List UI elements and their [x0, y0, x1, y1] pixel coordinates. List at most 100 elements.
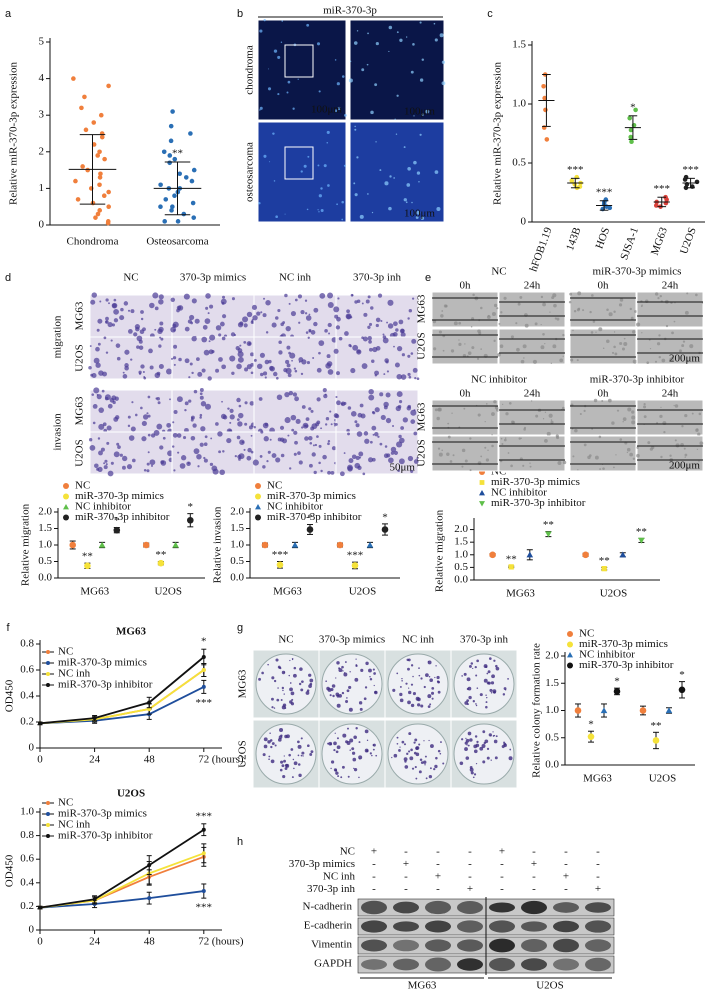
image-speck	[336, 82, 340, 86]
cell-label: MG63	[408, 980, 437, 992]
colony	[396, 672, 399, 675]
image-speck	[147, 451, 150, 454]
image-speck	[395, 328, 399, 332]
row-label: MG63	[237, 669, 249, 698]
image-speck	[239, 439, 245, 445]
image-speck	[297, 78, 299, 80]
image-speck	[142, 414, 149, 420]
image	[171, 294, 255, 338]
marker	[638, 537, 645, 544]
data-point	[628, 127, 634, 133]
image-speck	[493, 339, 496, 342]
colony	[336, 661, 340, 665]
image-speck	[493, 400, 497, 404]
x-tick-label: MG63	[583, 773, 612, 785]
colony	[355, 727, 358, 730]
image-speck	[267, 450, 271, 454]
image-speck	[397, 405, 402, 409]
marker	[306, 526, 314, 533]
image-speck	[215, 422, 219, 426]
image-speck	[407, 166, 411, 171]
colony	[405, 682, 408, 685]
image-speck	[384, 445, 388, 448]
treatment-sign: -	[404, 871, 408, 883]
colony	[409, 756, 414, 761]
image-speck	[236, 418, 240, 422]
image-speck	[562, 333, 565, 337]
image-speck	[550, 419, 553, 421]
image-speck	[159, 321, 164, 326]
image-speck	[294, 396, 300, 402]
legend-marker	[46, 650, 50, 654]
image-speck	[327, 302, 334, 309]
image-speck	[149, 365, 154, 370]
image-speck	[386, 321, 389, 324]
colony	[360, 668, 364, 672]
image-speck	[503, 438, 507, 442]
image-speck	[485, 458, 490, 462]
image-speck	[334, 413, 340, 419]
image-speck	[396, 345, 403, 352]
image-speck	[698, 460, 700, 463]
image-speck	[334, 422, 338, 426]
image-speck	[339, 471, 345, 477]
image-speck	[361, 363, 368, 369]
image-speck	[462, 353, 467, 358]
image-speck	[219, 321, 225, 327]
image-speck	[684, 456, 686, 458]
colony	[363, 697, 367, 701]
image-speck	[205, 293, 211, 299]
image-speck	[204, 318, 211, 325]
image-speck	[551, 296, 555, 300]
image-speck	[327, 470, 331, 475]
image-speck	[410, 70, 414, 74]
colony	[420, 761, 424, 764]
data-point	[85, 167, 90, 173]
image-speck	[699, 441, 704, 446]
image-speck	[425, 109, 430, 114]
y-tick-label: 2.0	[454, 523, 468, 535]
colony	[290, 748, 294, 751]
image-speck	[231, 371, 235, 375]
image-speck	[540, 323, 542, 326]
band	[457, 920, 483, 933]
image-speck	[368, 347, 373, 352]
image-speck	[569, 292, 573, 296]
image-speck	[236, 363, 242, 370]
image-speck	[375, 323, 379, 328]
image-speck	[341, 75, 345, 78]
image-speck	[394, 118, 396, 121]
image-speck	[193, 389, 198, 394]
image-speck	[246, 311, 253, 318]
colony	[418, 674, 421, 677]
image-speck	[447, 435, 451, 439]
image-speck	[287, 434, 290, 437]
colony	[403, 743, 407, 746]
y-tick-label: 1.0	[20, 806, 34, 818]
image-speck	[183, 436, 187, 440]
image-speck	[277, 93, 280, 96]
image-speck	[147, 414, 151, 418]
image-speck	[252, 315, 258, 321]
treatment-sign: +	[595, 883, 601, 895]
colony	[336, 694, 340, 698]
image-speck	[313, 307, 319, 313]
y-tick-label: 0.5	[38, 555, 52, 567]
image-speck	[91, 373, 97, 379]
image-speck	[140, 310, 144, 314]
colony	[262, 753, 266, 757]
colony	[423, 685, 426, 689]
treatment-sign: +	[371, 846, 377, 858]
y-tick-label: 1.5	[512, 39, 526, 51]
image-speck	[388, 25, 393, 30]
image-speck	[149, 459, 156, 466]
image-speck	[510, 335, 514, 339]
treatment-sign: -	[372, 858, 376, 870]
colony	[268, 755, 271, 758]
colony	[289, 687, 293, 692]
colony	[509, 748, 512, 751]
y-tick-label: 0.8	[20, 638, 34, 650]
image-speck	[411, 338, 417, 344]
x-tick-label: U2OS	[154, 586, 182, 598]
treatment-label: 370-3p mimics	[289, 858, 355, 870]
